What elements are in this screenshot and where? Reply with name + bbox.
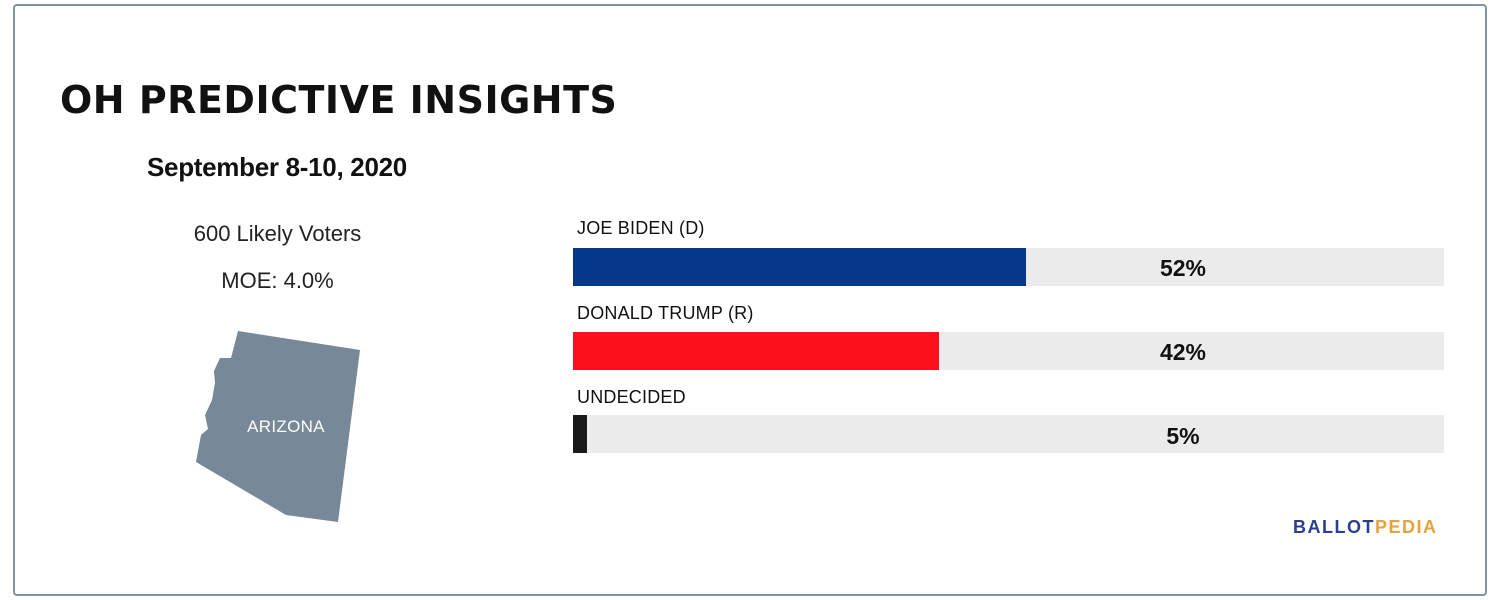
- bar-undecided: [573, 415, 587, 453]
- bar-value-undecided: 5%: [1166, 423, 1200, 449]
- brand-part-2: PEDIA: [1374, 517, 1438, 537]
- arizona-state-shape: [196, 331, 360, 522]
- poll-date: September 8-10, 2020: [147, 152, 407, 182]
- state-label: ARIZONA: [247, 417, 325, 436]
- bar-label-biden: JOE BIDEN (D): [577, 218, 705, 238]
- bar-trump: [573, 332, 939, 370]
- margin-of-error: MOE: 4.0%: [221, 268, 334, 293]
- arizona-map: [196, 331, 360, 522]
- ballotpedia-logo[interactable]: BALLOTPEDIA: [1293, 517, 1438, 538]
- bar-track-trump: [573, 332, 1444, 370]
- bar-biden: [573, 248, 1026, 286]
- sample-size: 600 Likely Voters: [193, 221, 362, 246]
- bar-track-biden: [573, 248, 1444, 286]
- bar-track-undecided: [573, 415, 1444, 453]
- brand-part-1: BALLOT: [1293, 517, 1375, 537]
- bar-chart: JOE BIDEN (D) 52% DONALD TRUMP (R) 42% U…: [573, 215, 1445, 465]
- pollster-title: OH PREDICTIVE INSIGHTS: [60, 78, 618, 122]
- bar-label-undecided: UNDECIDED: [577, 387, 686, 407]
- bar-value-biden: 52%: [1159, 255, 1207, 281]
- bar-value-trump: 42%: [1159, 339, 1207, 365]
- bar-label-trump: DONALD TRUMP (R): [577, 303, 754, 323]
